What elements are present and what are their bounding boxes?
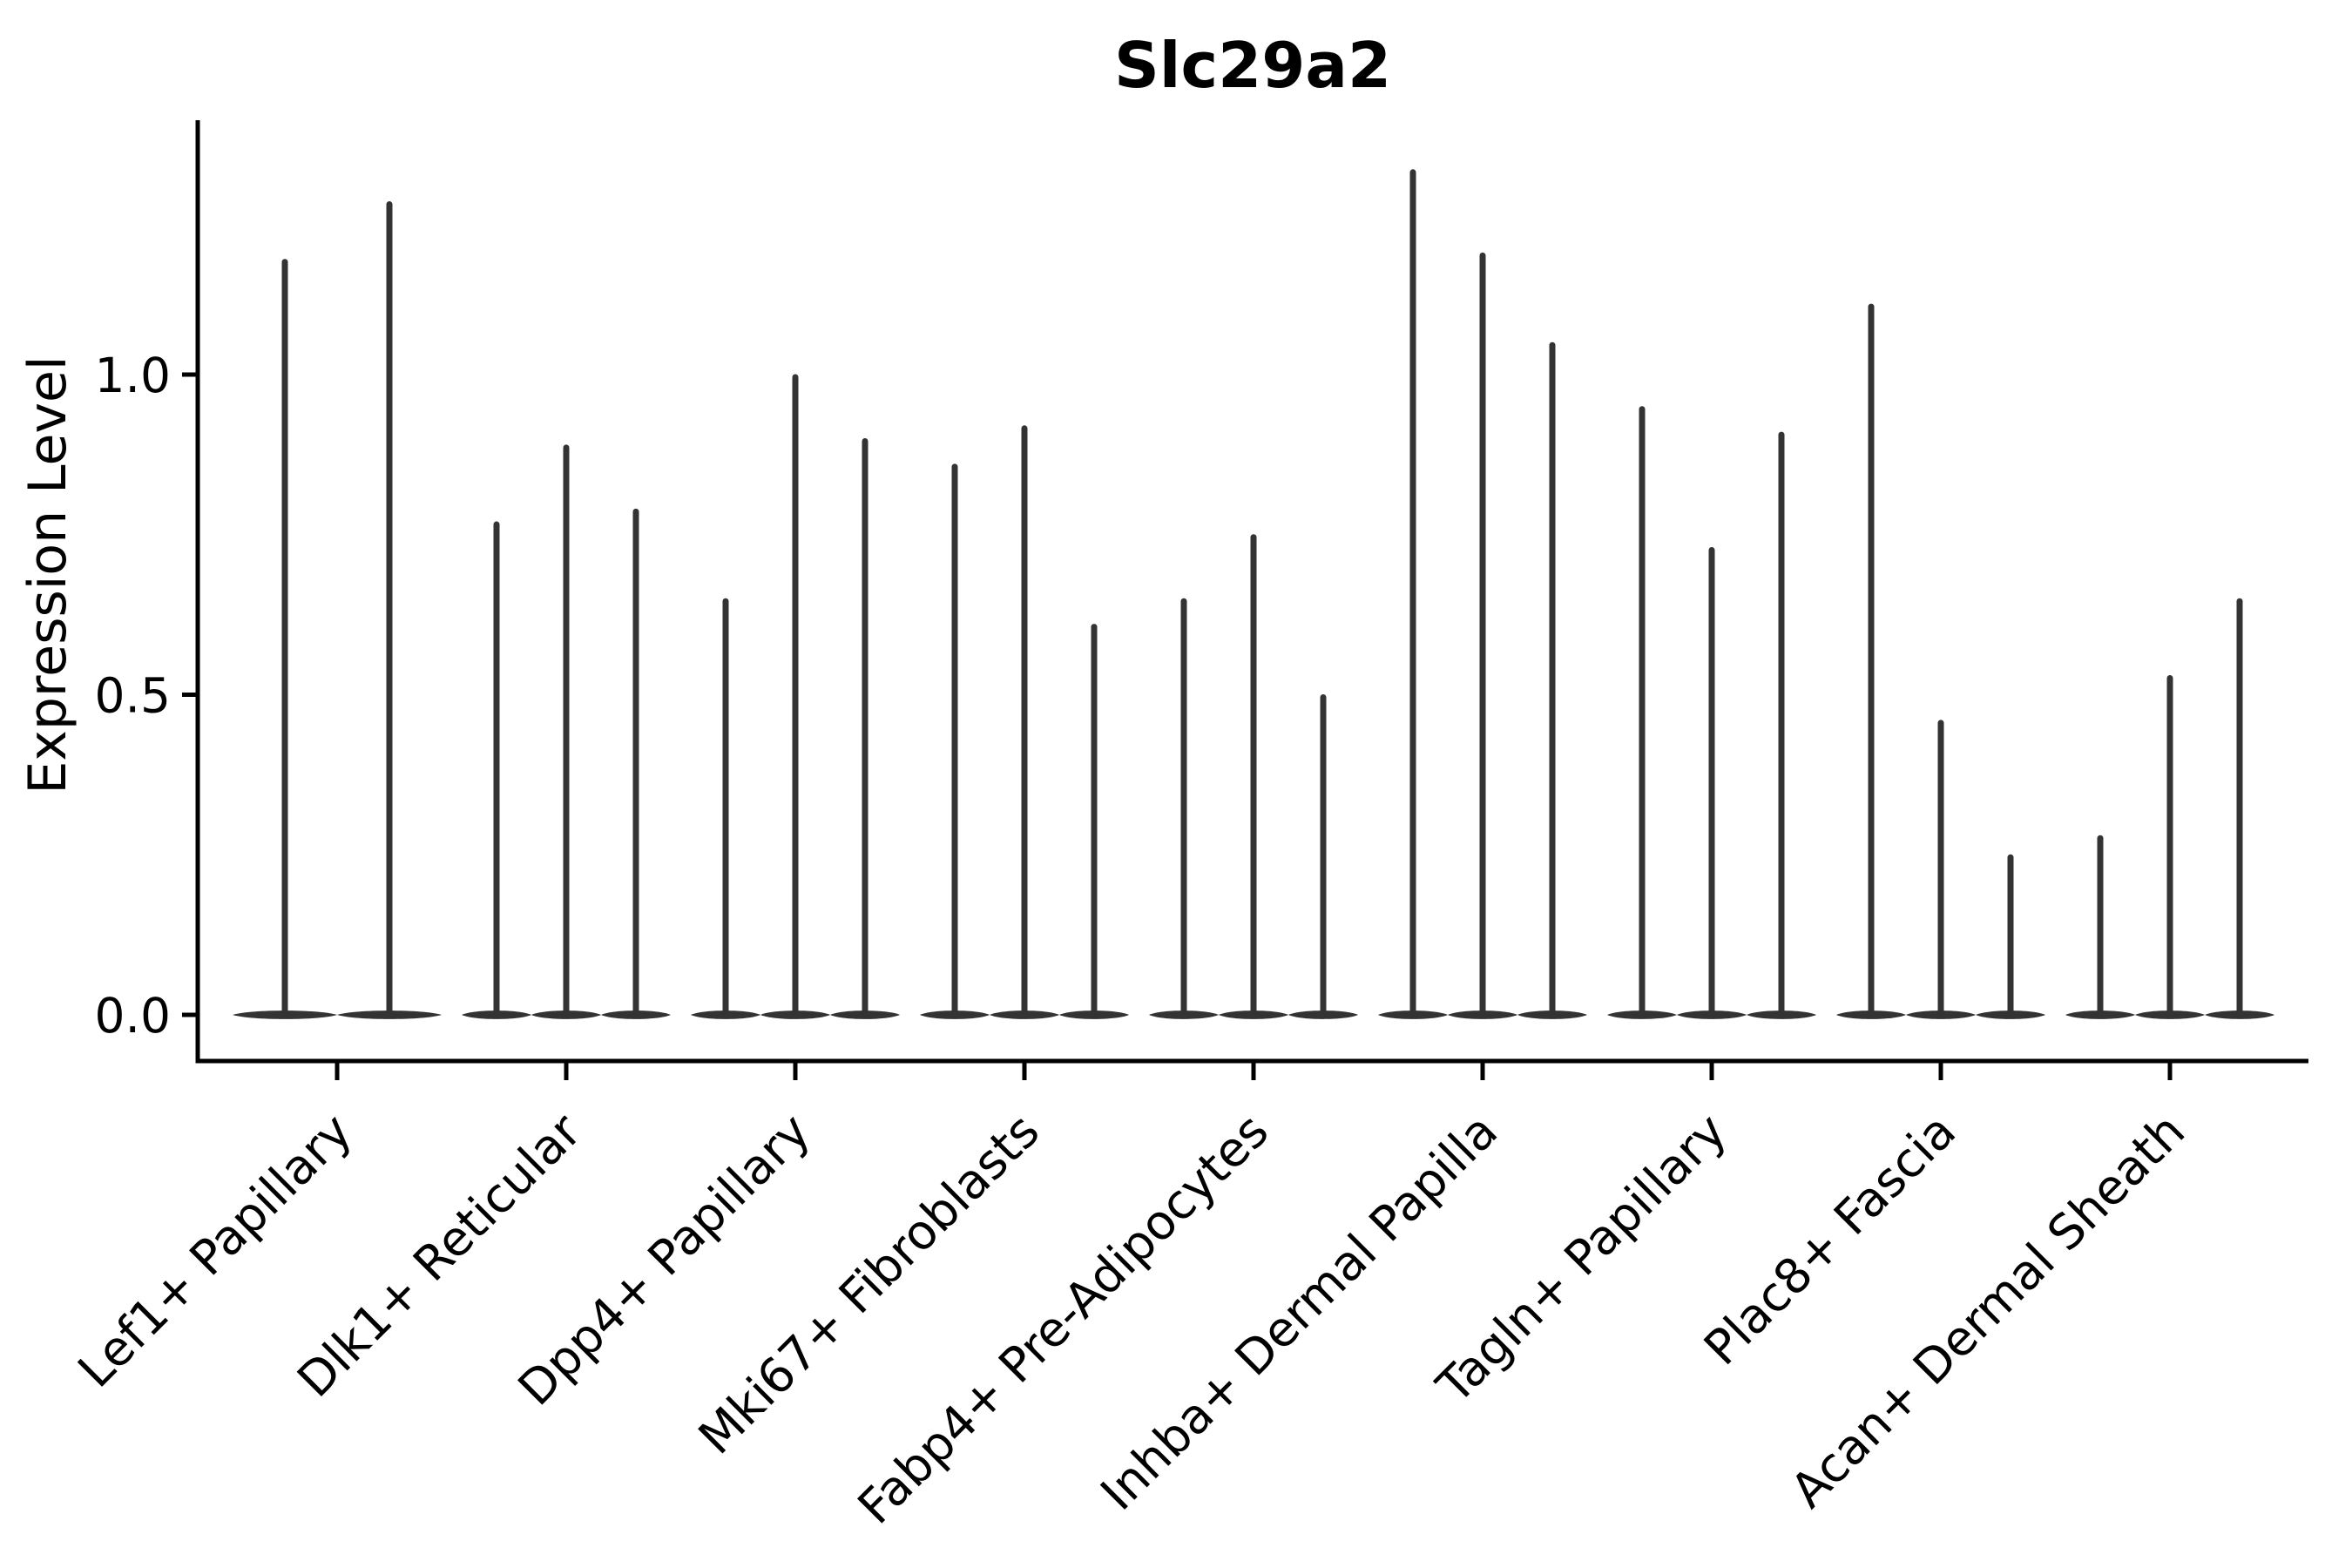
violin xyxy=(1607,406,1677,1019)
violin xyxy=(1149,598,1219,1019)
violin xyxy=(1677,546,1747,1019)
violin xyxy=(1219,534,1288,1019)
violin xyxy=(1836,303,1906,1019)
violin xyxy=(337,201,442,1019)
violin xyxy=(1288,694,1358,1019)
violin xyxy=(760,374,830,1019)
violin xyxy=(1747,431,1816,1019)
y-tick-label: 0.5 xyxy=(95,667,171,723)
violin xyxy=(531,444,601,1019)
y-axis: 0.0 0.5 1.0 xyxy=(95,348,198,1044)
violin xyxy=(1976,854,2045,1019)
violin xyxy=(1378,169,1448,1019)
violin xyxy=(830,438,900,1019)
x-tick-label: Fabp4+ Pre-Adipocytes xyxy=(847,1103,1279,1535)
violin xyxy=(2065,835,2135,1019)
violin xyxy=(1906,720,1976,1019)
violin xyxy=(990,425,1059,1019)
y-tick-label: 1.0 xyxy=(95,348,171,403)
x-tick-label: Inhba+ Dermal Papilla xyxy=(1090,1103,1508,1521)
violin xyxy=(2135,674,2205,1019)
violin xyxy=(691,598,760,1019)
x-tick-label: Acan+ Dermal Sheath xyxy=(1780,1103,2195,1518)
y-axis-label: Expression Level xyxy=(17,355,78,794)
violin xyxy=(1517,341,1587,1019)
y-tick-label: 0.0 xyxy=(95,988,171,1044)
plot-title: Slc29a2 xyxy=(1114,29,1391,102)
violin xyxy=(2205,598,2274,1019)
violin xyxy=(1448,252,1517,1019)
violin-series xyxy=(233,169,2274,1019)
violin xyxy=(1059,624,1129,1019)
violin xyxy=(601,508,671,1019)
violin xyxy=(920,463,990,1019)
violin xyxy=(462,521,531,1019)
violin xyxy=(233,259,337,1019)
